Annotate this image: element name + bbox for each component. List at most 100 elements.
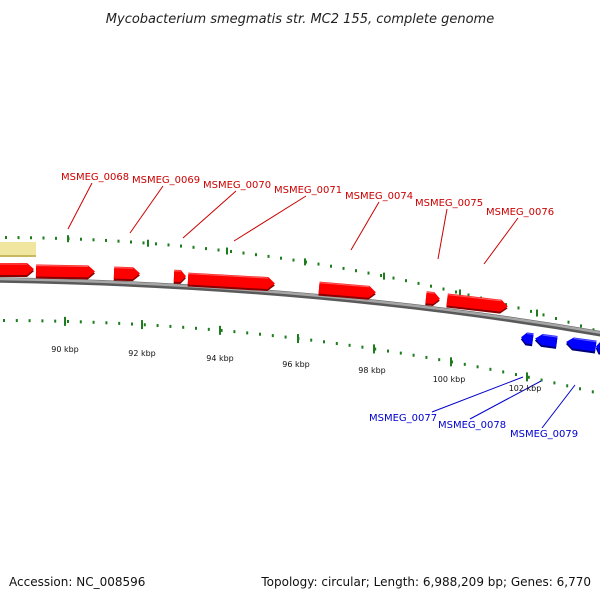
minor-tick	[5, 236, 7, 240]
forward-gene-label: MSMEG_0075	[415, 198, 483, 209]
minor-tick	[280, 256, 282, 260]
minor-tick	[130, 240, 132, 244]
forward-gene-arrow	[173, 269, 186, 285]
gene-labels: MSMEG_0068 MSMEG_0069 MSMEG_0070 MSMEG_0071…	[61, 172, 578, 440]
forward-gene-label: MSMEG_0074	[345, 191, 413, 202]
reverse-gene-label: MSMEG_0078	[438, 420, 506, 431]
minor-tick	[80, 237, 82, 241]
forward-gene-arrow	[187, 272, 275, 292]
genome-backbone-shadow	[0, 277, 600, 337]
forward-gene-arrow	[318, 281, 376, 300]
minor-tick	[580, 324, 582, 328]
minor-tick	[242, 251, 245, 255]
minor-tick	[361, 345, 364, 349]
label-leader-line	[437, 208, 448, 260]
minor-tick	[92, 238, 95, 242]
minor-tick	[476, 365, 479, 369]
minor-tick	[405, 279, 407, 283]
minor-tick	[233, 330, 236, 334]
major-ticks	[64, 235, 538, 382]
minor-tick	[455, 290, 457, 294]
minor-tick	[255, 253, 257, 257]
minor-tick	[17, 236, 20, 240]
accession-text: Accession: NC_008596	[9, 575, 146, 589]
minor-tick	[317, 262, 320, 266]
minor-tick	[517, 306, 520, 310]
reverse-gene-arrow	[565, 337, 597, 354]
forward-gene-arrow	[446, 293, 508, 314]
minor-tick	[579, 387, 581, 391]
minor-tick	[566, 384, 569, 388]
minor-tick	[41, 319, 44, 323]
reverse-gene-label: MSMEG_0079	[510, 429, 578, 440]
minor-tick	[259, 332, 261, 336]
minor-tick	[438, 358, 441, 362]
label-leader-line	[483, 217, 519, 265]
minor-tick	[430, 284, 432, 288]
label-leader-line	[350, 201, 380, 251]
reverse-gene-arrow	[595, 341, 600, 355]
minor-tick	[205, 247, 207, 251]
minor-tick	[310, 338, 313, 342]
forward-gene-arrow	[425, 291, 440, 307]
minor-tick	[207, 327, 210, 331]
minor-tick	[442, 287, 445, 291]
minor-tick	[142, 241, 145, 245]
minor-tick	[180, 244, 182, 248]
minor-tick	[169, 324, 172, 328]
minor-tick	[591, 390, 594, 394]
minor-tick	[42, 236, 45, 240]
label-leader-line	[182, 190, 237, 239]
minor-tick	[335, 342, 338, 346]
minor-tick	[387, 349, 389, 353]
minor-tick	[131, 322, 133, 326]
minor-tick	[355, 269, 357, 273]
minor-tick	[380, 274, 382, 278]
forward-gene-label: MSMEG_0070	[203, 180, 271, 191]
non-coding-feature-shadow	[0, 255, 36, 257]
minor-tick	[118, 321, 121, 325]
minor-tick	[417, 281, 420, 285]
minor-tick	[28, 319, 31, 323]
forward-gene-arrow	[113, 266, 140, 282]
minor-tick	[92, 320, 95, 324]
axis-tick-label: 96 kbp	[282, 360, 310, 369]
minor-tick	[30, 236, 32, 240]
minor-tick	[292, 258, 295, 262]
forward-strand-genes	[0, 262, 508, 314]
minor-tick	[567, 320, 570, 324]
label-leader-line	[233, 195, 307, 242]
axis-tick-labels: 90 kbp 92 kbp 94 kbp 96 kbp 98 kbp 100 kbp 102…	[51, 345, 541, 393]
minor-tick	[15, 319, 18, 323]
minor-tick	[230, 249, 232, 253]
forward-gene-label: MSMEG_0069	[132, 175, 200, 186]
forward-gene-label: MSMEG_0068	[61, 172, 129, 183]
label-leader-line	[469, 380, 542, 420]
axis-tick-label: 98 kbp	[358, 366, 386, 375]
forward-gene-arrow	[35, 264, 95, 280]
forward-gene-arrow	[0, 262, 34, 278]
minor-tick	[540, 378, 543, 382]
minor-tick	[192, 245, 195, 249]
axis-tick-label: 102 kbp	[509, 384, 542, 393]
genome-stats-text: Topology: circular; Length: 6,988,209 bp…	[261, 575, 591, 589]
minor-tick	[323, 340, 325, 344]
minor-tick	[502, 370, 505, 374]
minor-tick	[220, 328, 223, 332]
label-leader-line	[541, 384, 576, 429]
map-title: Mycobacterium smegmatis str. MC2 155, co…	[106, 12, 494, 27]
forward-gene-label: MSMEG_0076	[486, 207, 554, 218]
minor-tick	[530, 309, 532, 313]
minor-tick	[342, 266, 345, 270]
minor-tick	[155, 242, 157, 246]
minor-tick	[374, 347, 377, 351]
label-leader-line	[129, 185, 164, 234]
minor-tick	[55, 236, 57, 240]
minor-tick	[54, 319, 57, 323]
axis-tick-label: 90 kbp	[51, 345, 79, 354]
minor-tick	[105, 321, 108, 325]
minor-tick	[3, 319, 5, 323]
minor-tick-dots	[3, 236, 595, 394]
genome-backbone	[0, 277, 600, 334]
